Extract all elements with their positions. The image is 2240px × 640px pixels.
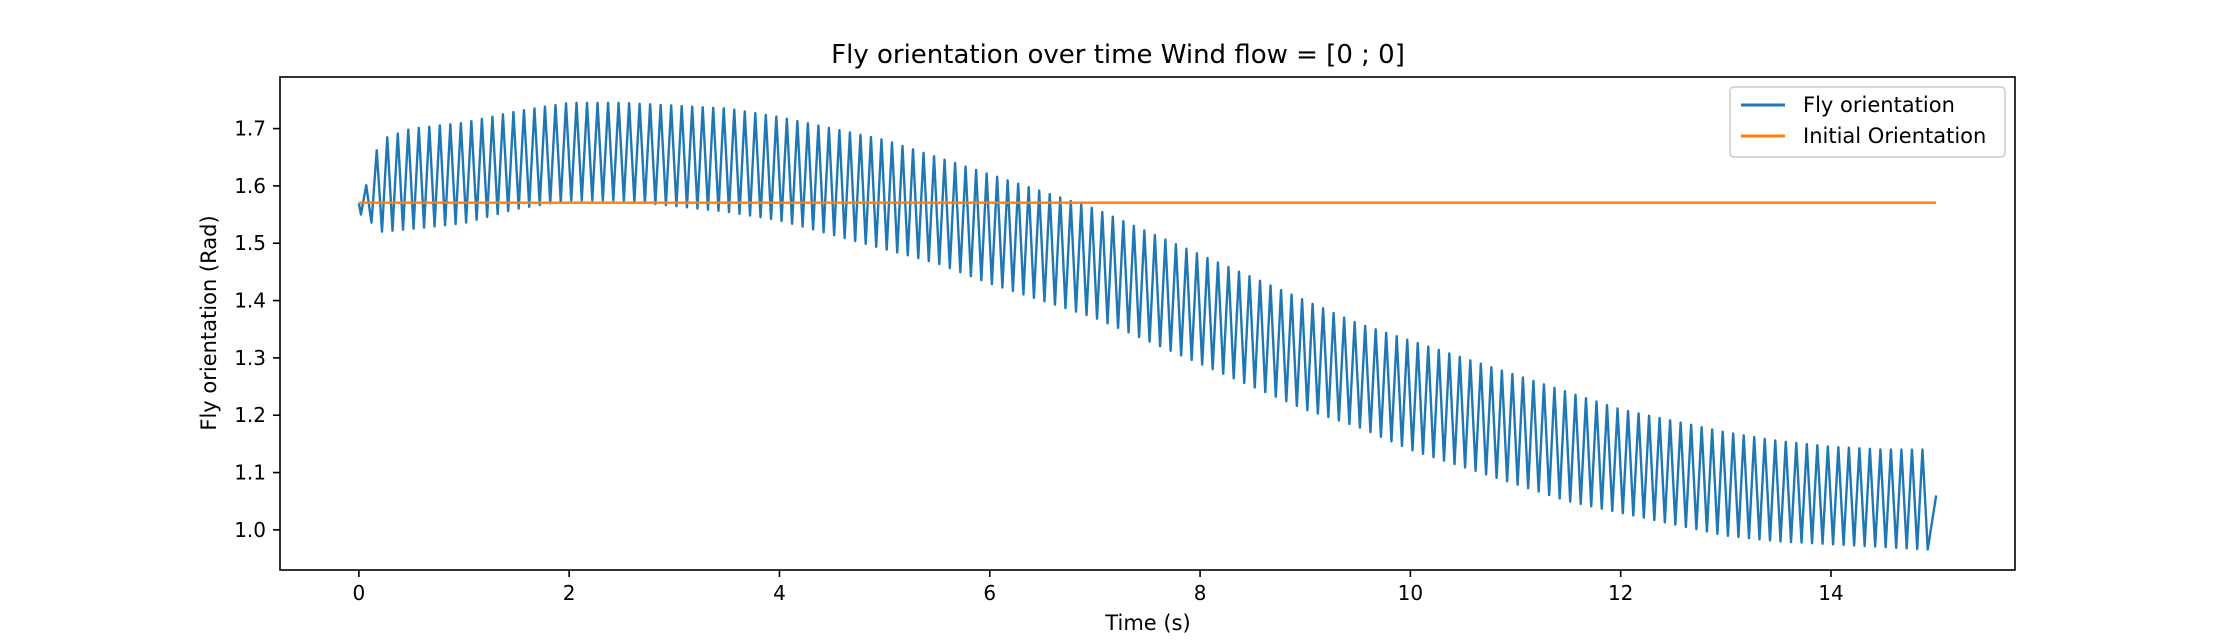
x-tick-label: 12 — [1608, 581, 1633, 605]
x-axis: 0 2 4 6 8 10 12 14 — [352, 570, 1844, 605]
x-axis-title: Time (s) — [1104, 611, 1190, 635]
chart-title: Fly orientation over time Wind flow = [0… — [831, 40, 1405, 70]
plot-area — [357, 101, 1938, 551]
x-tick-label: 14 — [1818, 581, 1843, 605]
legend-label-initial-orientation: Initial Orientation — [1803, 124, 1986, 148]
y-tick-label: 1.7 — [234, 117, 266, 141]
y-axis: 1.0 1.1 1.2 1.3 1.4 1.5 1.6 1.7 — [234, 117, 280, 542]
y-tick-label: 1.4 — [234, 289, 266, 313]
y-axis-title: Fly orientation (Rad) — [197, 215, 221, 430]
y-tick-label: 1.1 — [234, 461, 266, 485]
y-tick-label: 1.0 — [234, 518, 266, 542]
x-tick-label: 6 — [983, 581, 996, 605]
plot-frame — [279, 76, 2016, 571]
legend-frame — [1729, 86, 2006, 158]
x-tick-label: 0 — [352, 581, 365, 605]
y-tick-label: 1.5 — [234, 231, 266, 255]
x-tick-label: 2 — [563, 581, 576, 605]
y-tick-label: 1.6 — [234, 174, 266, 198]
legend-label-fly-orientation: Fly orientation — [1803, 93, 1955, 117]
x-tick-label: 10 — [1398, 581, 1423, 605]
series-fly-orientation — [357, 101, 1938, 551]
y-tick-label: 1.2 — [234, 403, 266, 427]
x-tick-label: 8 — [1194, 581, 1207, 605]
y-tick-label: 1.3 — [234, 346, 266, 370]
x-tick-label: 4 — [773, 581, 786, 605]
legend: Fly orientation Initial Orientation — [1729, 86, 2006, 158]
